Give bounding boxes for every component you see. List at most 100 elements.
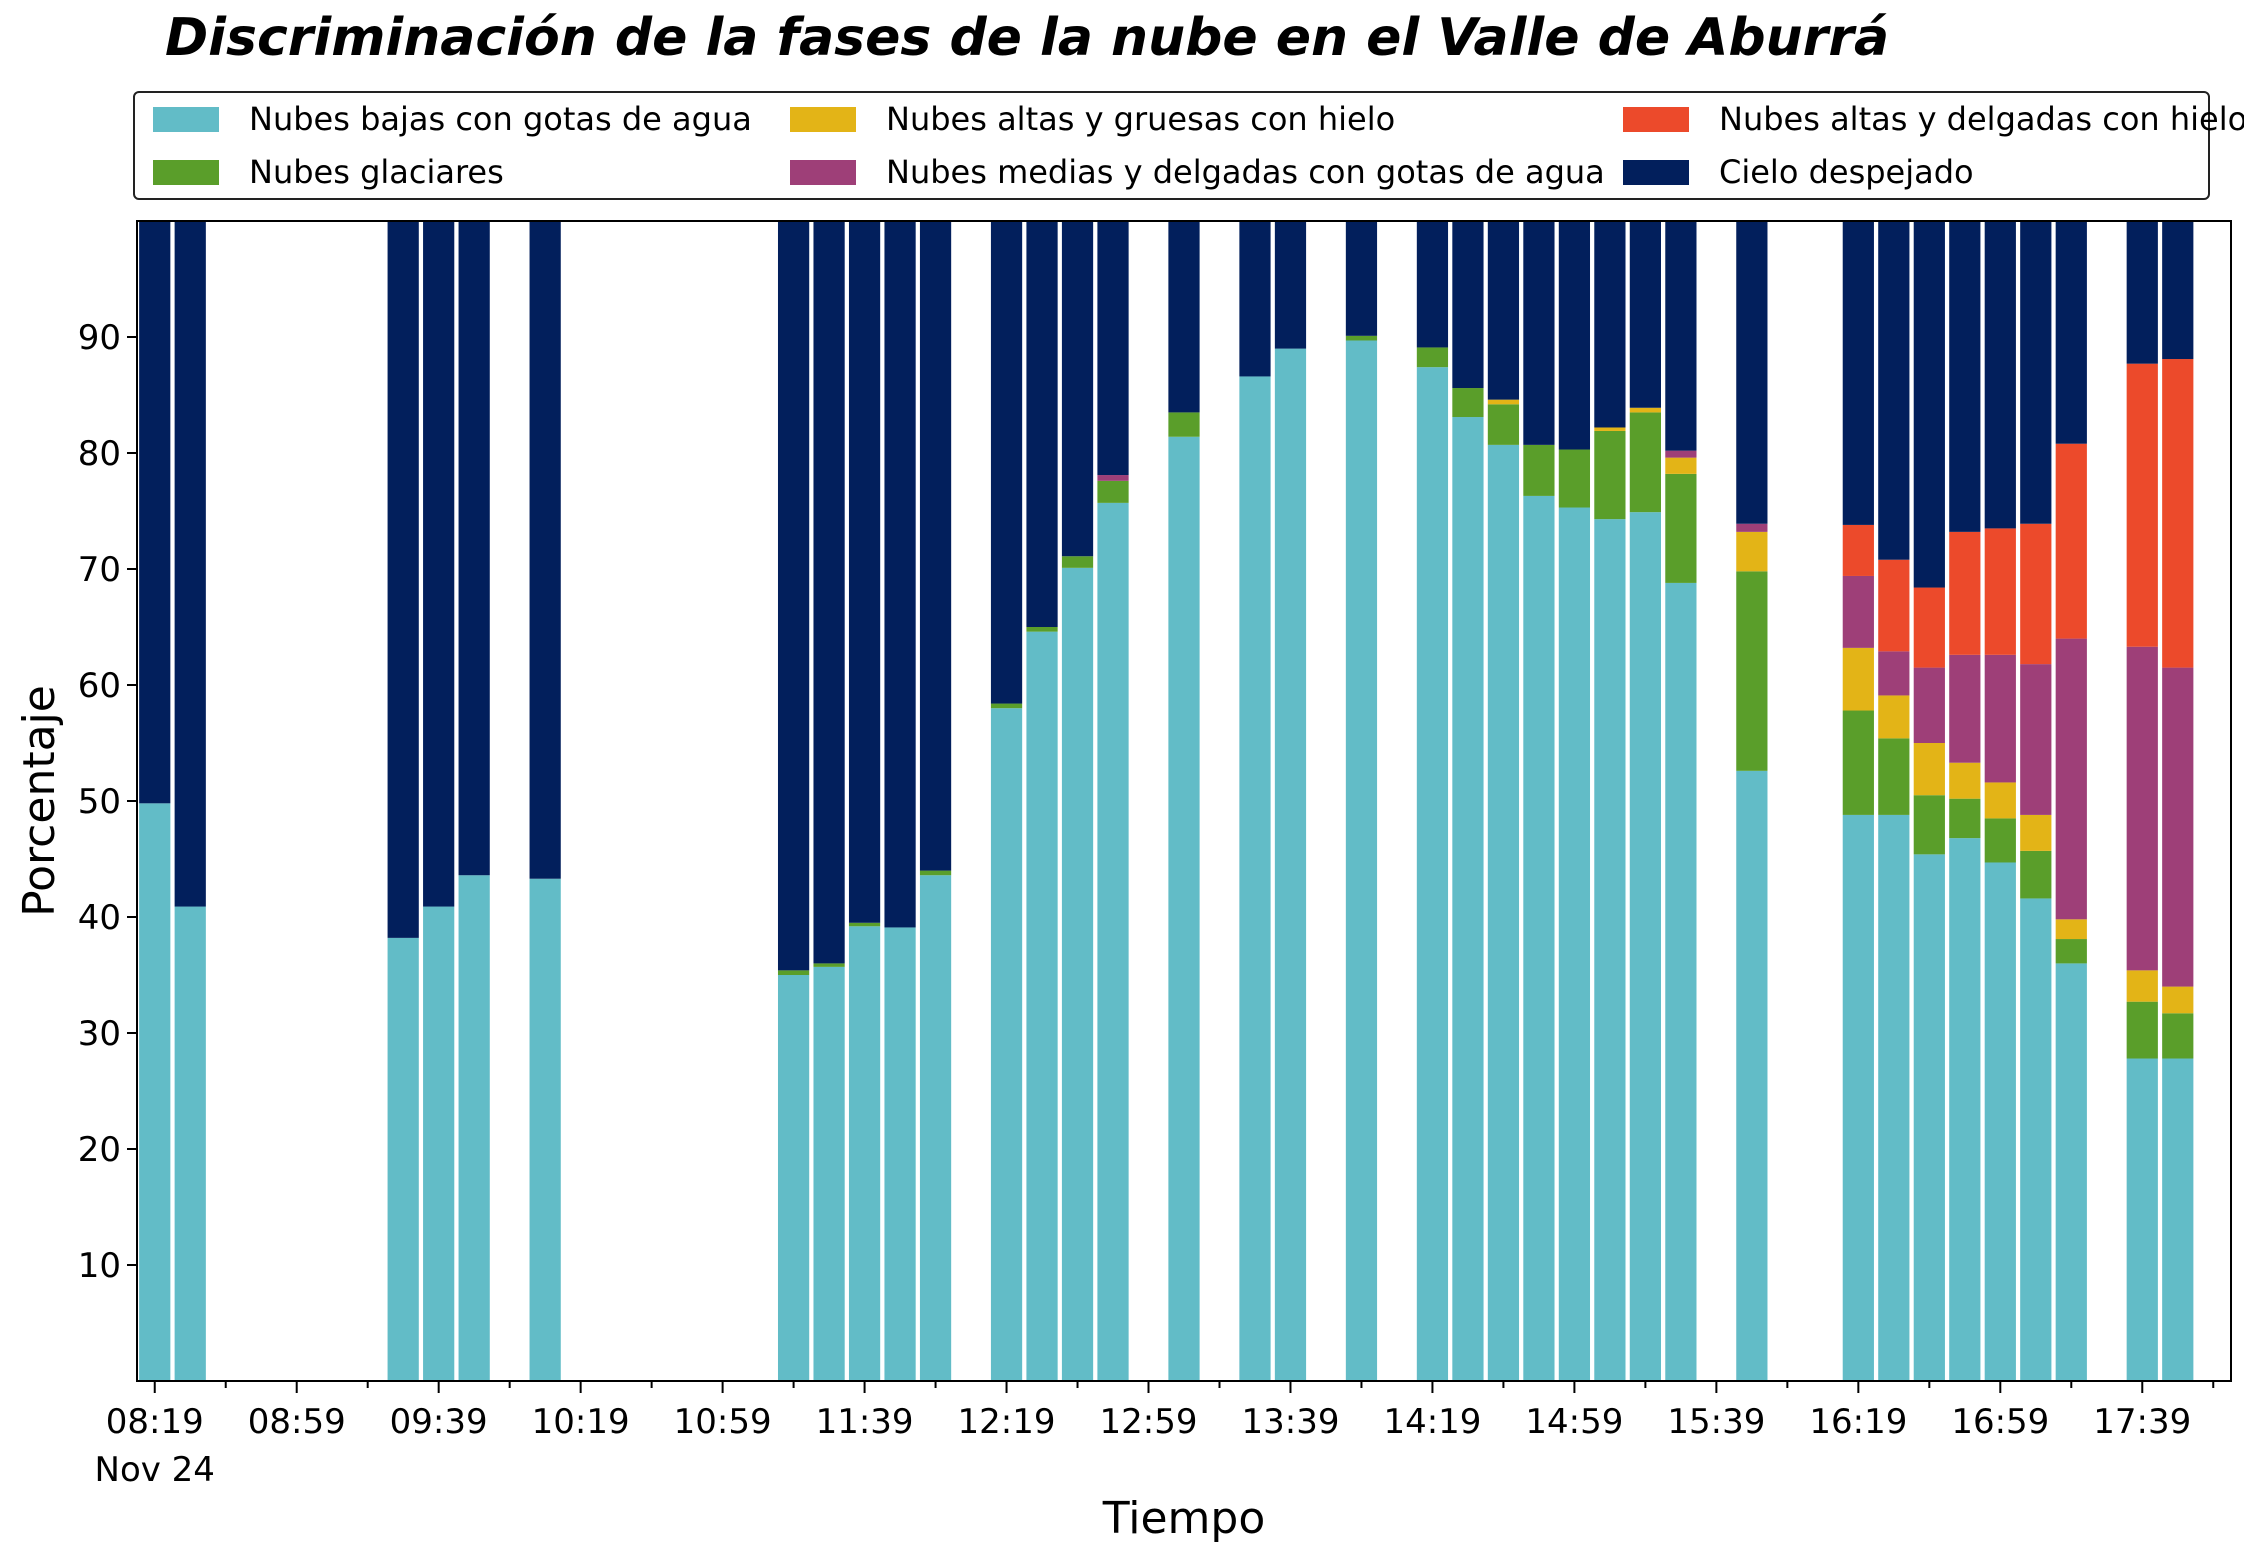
- legend-item: Nubes glaciares: [153, 152, 504, 192]
- bar-segment: [139, 221, 171, 804]
- bar-segment: [2020, 664, 2052, 815]
- bar-segment: [2126, 646, 2158, 971]
- bar-segment: [1913, 667, 1945, 743]
- y-tick-label: 80: [78, 434, 121, 474]
- bar-segment: [2126, 221, 2158, 364]
- bar-segment: [848, 922, 881, 927]
- legend-item: Cielo despejado: [1623, 152, 1974, 192]
- bar-segment: [1452, 221, 1484, 389]
- legend-swatch: [790, 106, 856, 132]
- bar-segment: [1665, 473, 1697, 583]
- x-tick-label: 14:19: [1383, 1402, 1481, 1442]
- bar-segment: [1168, 221, 1200, 413]
- bar-segment: [1842, 814, 1874, 1381]
- bar-segment: [458, 875, 490, 1381]
- bar-segment: [387, 221, 419, 938]
- bar-segment: [1487, 221, 1520, 400]
- x-tick-label: 16:59: [1951, 1402, 2049, 1442]
- bar-segment: [2162, 221, 2194, 360]
- x-tick-label: 10:19: [532, 1402, 630, 1442]
- y-tick-label: 30: [78, 1014, 121, 1054]
- legend-swatch: [1623, 106, 1689, 132]
- chart-title: Discriminación de la fases de la nube en…: [165, 8, 1890, 68]
- legend-label: Nubes bajas con gotas de agua: [249, 100, 752, 138]
- legend-label: Nubes medias y delgadas con gotas de agu…: [886, 153, 1605, 191]
- bar-segment: [2126, 970, 2158, 1002]
- bar-segment: [2126, 363, 2158, 647]
- bar-segment: [2055, 443, 2087, 639]
- bar-segment: [1558, 221, 1591, 450]
- y-tick-label: 50: [78, 782, 121, 822]
- bar-segment: [1345, 340, 1378, 1382]
- y-tick-label: 70: [78, 550, 121, 590]
- x-tick-label: 12:59: [1100, 1402, 1198, 1442]
- x-tick-label: 16:19: [1809, 1402, 1907, 1442]
- bar-segment: [1736, 531, 1768, 572]
- x-tick-label: 09:39: [390, 1402, 488, 1442]
- bar-segment: [2162, 1058, 2194, 1381]
- bar-segment: [2055, 221, 2087, 444]
- x-tick-label: 08:59: [248, 1402, 346, 1442]
- legend-swatch: [153, 159, 219, 185]
- bar-segment: [2055, 963, 2087, 1381]
- bar-segment: [174, 906, 206, 1381]
- bar-segment: [1239, 221, 1271, 377]
- bar-segment: [884, 927, 916, 1381]
- bar-segment: [1665, 221, 1697, 451]
- bar-segment: [2126, 1058, 2158, 1381]
- bar-segment: [1061, 556, 1094, 568]
- bar-segment: [1523, 495, 1555, 1381]
- bar-segment: [1949, 531, 1981, 655]
- bar-segment: [848, 926, 881, 1381]
- bar-segment: [1487, 444, 1520, 1381]
- x-tick-label: 11:39: [816, 1402, 914, 1442]
- bar-segment: [1239, 376, 1271, 1381]
- bar-segment: [174, 221, 206, 907]
- bar-segment: [1878, 221, 1910, 560]
- bar-segment: [423, 906, 455, 1381]
- bar-segment: [1274, 348, 1307, 1382]
- bar-segment: [529, 878, 561, 1381]
- bar-segment: [1416, 221, 1449, 348]
- bar-segment: [1665, 450, 1697, 458]
- y-axis-label: Porcentaje: [14, 685, 65, 917]
- bar-segment: [2055, 939, 2087, 964]
- bar-segment: [1416, 347, 1449, 368]
- bar-segment: [813, 963, 845, 967]
- legend-swatch: [1623, 159, 1689, 185]
- bar-segment: [2055, 919, 2087, 940]
- legend-item: Nubes medias y delgadas con gotas de agu…: [790, 152, 1605, 192]
- bar-segment: [1097, 502, 1129, 1381]
- bar-segment: [423, 221, 455, 907]
- x-tick-sublabel: Nov 24: [95, 1450, 215, 1490]
- bar-segment: [1842, 524, 1874, 576]
- bar-segment: [1878, 814, 1910, 1381]
- bar-segment: [990, 708, 1023, 1381]
- y-tick-label: 20: [78, 1130, 121, 1170]
- bar-segment: [1097, 480, 1129, 503]
- bar-segment: [1949, 798, 1981, 839]
- x-tick-label: 14:59: [1525, 1402, 1623, 1442]
- bar-segment: [1984, 654, 2016, 783]
- y-tick-label: 90: [78, 318, 121, 358]
- x-tick-label: 15:39: [1667, 1402, 1765, 1442]
- bar-segment: [1168, 436, 1200, 1381]
- bar-segment: [1345, 221, 1378, 336]
- bar-segment: [1097, 221, 1129, 476]
- bar-segment: [1949, 762, 1981, 799]
- bar-segment: [1984, 862, 2016, 1381]
- bar-segment: [1842, 575, 1874, 648]
- bar-segment: [1842, 647, 1874, 711]
- bar-segment: [1523, 444, 1555, 496]
- legend-label: Nubes altas y delgadas con hielo: [1719, 100, 2244, 138]
- bar-segment: [1629, 407, 1661, 413]
- bar-segment: [1487, 404, 1520, 445]
- y-tick-label: 60: [78, 666, 121, 706]
- bar-segment: [1629, 221, 1661, 408]
- bar-segment: [1452, 388, 1484, 418]
- bar-segment: [1523, 221, 1555, 445]
- bar-segment: [1913, 221, 1945, 588]
- bar-segment: [1061, 567, 1094, 1381]
- bar-segment: [1736, 571, 1768, 771]
- legend-swatch: [153, 106, 219, 132]
